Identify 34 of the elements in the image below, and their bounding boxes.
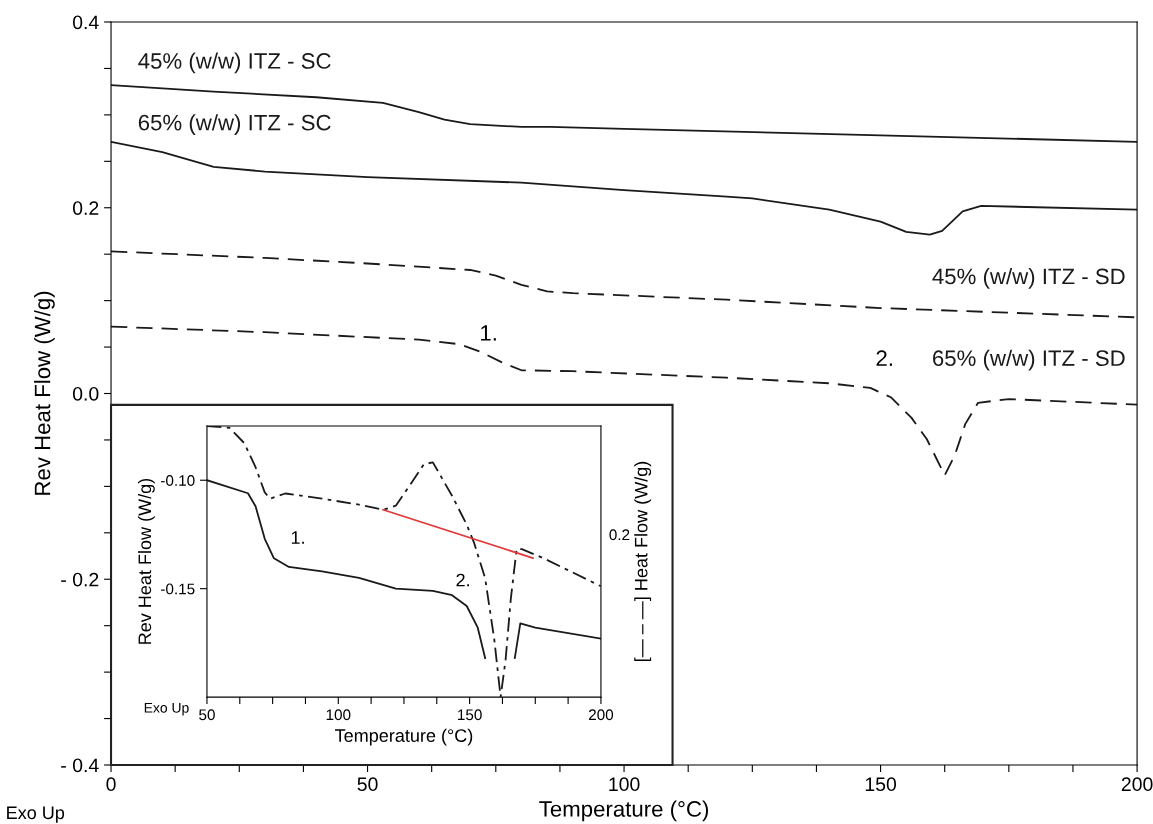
series-label: 45% (w/w) ITZ - SD <box>932 267 1125 289</box>
annotation: 1. <box>481 325 496 341</box>
x-axis-title: Temperature (°C) <box>335 728 473 746</box>
annotation: 2. <box>876 350 892 366</box>
y-tick-label: 0.0 <box>72 386 99 401</box>
x-tick-label: 50 <box>199 709 215 721</box>
y-tick-label: - 0.4 <box>61 758 99 773</box>
series-label: 65% (w/w) ITZ - SD <box>933 349 1125 371</box>
annotation: 1. <box>291 531 304 544</box>
series-label: 65% (w/w) ITZ - SC <box>138 114 331 135</box>
x-tick-label: 100 <box>326 709 351 721</box>
line-series <box>111 84 1138 143</box>
x-tick-label: 150 <box>458 709 482 721</box>
x-tick-label: 0 <box>106 777 116 792</box>
y-axis-title: Rev Heat Flow (W/g) <box>137 478 155 644</box>
y-tick-label: -0.15 <box>161 583 195 595</box>
y-tick-label: 0.4 <box>72 15 99 30</box>
annotation: 2. <box>456 573 469 587</box>
y-axis-title: Rev Heat Flow (W/g) <box>34 291 55 495</box>
line-series <box>111 140 1138 236</box>
text: Exo Up <box>7 806 65 823</box>
y2-axis-title: [— – —] Heat Flow (W/g) <box>634 461 652 662</box>
x-tick-label: 200 <box>1121 777 1153 792</box>
series-label: 45% (w/w) ITZ - SC <box>138 52 331 74</box>
x-tick-label: 200 <box>588 709 614 721</box>
y-tick-label: - 0.2 <box>61 572 99 587</box>
annotation: 0.2 <box>609 529 630 541</box>
y-tick-label: 0.2 <box>72 201 99 215</box>
x-axis-title: Temperature (°C) <box>539 800 709 822</box>
x-tick-label: 150 <box>865 777 897 792</box>
x-tick-label: 100 <box>609 777 640 792</box>
annotation: Exo Up <box>144 703 189 716</box>
x-tick-label: 50 <box>357 777 378 792</box>
y-tick-label: -0.10 <box>161 475 195 486</box>
